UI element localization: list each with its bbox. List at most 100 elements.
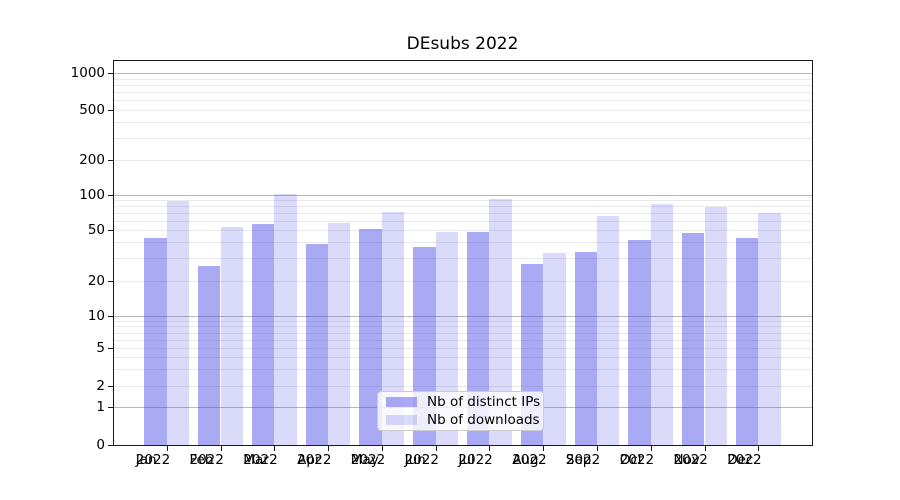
bar-downloads-jul [489, 199, 512, 445]
x-tick-month: Dec [727, 452, 754, 468]
y-tick-mark [108, 348, 113, 349]
bar-downloads-oct [650, 203, 674, 445]
y-tick-label: 1000 [70, 65, 105, 81]
legend: Nb of distinct IPs Nb of downloads [377, 391, 544, 431]
y-gridline-minor [114, 258, 812, 260]
y-tick-mark [108, 230, 113, 231]
bar-downloads-may [381, 212, 405, 445]
x-tick-mark [704, 446, 706, 451]
y-gridline-minor [114, 92, 812, 93]
x-tick-mark [381, 446, 383, 451]
legend-label-distinct-ips: Nb of distinct IPs [427, 393, 541, 410]
chart-title: DEsubs 2022 [406, 34, 519, 54]
x-tick-year: 2022 [673, 452, 708, 468]
y-tick-mark [108, 445, 113, 446]
x-tick-year: 2022 [189, 452, 224, 468]
y-tick-label: 2 [96, 378, 105, 394]
x-tick-year: 2022 [297, 452, 332, 468]
axis-spine-bottom [113, 445, 813, 446]
y-gridline-minor [114, 332, 812, 334]
x-tick-mark [650, 446, 652, 451]
legend-label-downloads: Nb of downloads [427, 411, 540, 428]
y-gridline-minor [114, 339, 812, 341]
x-tick-year: 2022 [404, 452, 439, 468]
y-gridline-minor [114, 100, 812, 102]
x-tick-year: 2022 [619, 452, 655, 468]
y-gridline-minor [114, 122, 812, 124]
bar-distinct-ips-may [359, 229, 382, 445]
y-gridline-minor [114, 230, 812, 231]
y-tick-mark [108, 407, 113, 408]
x-tick-year: 2022 [512, 452, 547, 468]
y-tick-mark [108, 281, 113, 282]
y-gridline-minor [114, 200, 812, 202]
x-tick-year: 2022 [458, 452, 493, 468]
bar-downloads-aug [543, 253, 566, 445]
x-tick-year: 2022 [135, 452, 171, 468]
y-gridline-major [114, 316, 812, 317]
y-gridline-minor [114, 348, 812, 349]
axis-spine-top [113, 60, 813, 61]
x-tick-mark [328, 446, 330, 451]
y-tick-label: 1 [96, 399, 105, 415]
y-tick-label: 200 [79, 152, 105, 168]
y-gridline-minor [114, 386, 812, 387]
x-tick-month: Oct [619, 452, 644, 468]
y-gridline-minor [114, 110, 812, 111]
bar-distinct-ips-feb [198, 266, 221, 445]
bar-downloads-sep [596, 216, 620, 445]
x-tick-month: Apr [297, 452, 321, 468]
x-tick-month: Sep [565, 452, 592, 468]
bar-downloads-mar [274, 194, 297, 445]
y-gridline-minor [114, 357, 812, 359]
legend-item-distinct-ips: Nb of distinct IPs [386, 393, 543, 410]
y-gridline-minor [114, 326, 812, 328]
bar-distinct-ips-oct [628, 239, 651, 445]
x-tick-mark [758, 446, 760, 451]
y-tick-mark [108, 73, 113, 74]
axis-spine-left [113, 60, 114, 445]
y-tick-mark [108, 110, 113, 111]
y-gridline-minor [114, 242, 812, 244]
y-tick-label: 10 [87, 308, 105, 324]
y-tick-label: 5 [96, 340, 105, 356]
bar-distinct-ips-dec [735, 238, 759, 445]
y-gridline-minor [114, 206, 812, 208]
x-tick-month: Feb [189, 452, 214, 468]
x-tick-mark [489, 446, 491, 451]
y-gridline-major [114, 73, 812, 74]
x-tick-mark [543, 446, 545, 451]
y-tick-label: 0 [96, 437, 105, 453]
x-tick-month: Mar [243, 452, 269, 468]
bar-downloads-feb [220, 227, 243, 445]
x-tick-year: 2022 [350, 452, 386, 468]
y-gridline-minor [114, 78, 812, 80]
y-gridline-minor [114, 213, 812, 214]
bar-distinct-ips-jan [144, 238, 167, 445]
legend-swatch-downloads [386, 415, 417, 425]
x-tick-mark [274, 446, 276, 451]
bar-distinct-ips-mar [251, 224, 275, 445]
x-tick-month: May [350, 452, 379, 468]
x-tick-year: 2022 [727, 452, 762, 468]
x-tick-month: Jun [404, 452, 426, 468]
bar-downloads-jan [166, 200, 190, 445]
x-tick-mark [220, 446, 222, 451]
x-tick-month: Nov [673, 452, 700, 468]
x-tick-month: Jan [135, 452, 157, 468]
y-gridline-minor [114, 320, 812, 322]
y-tick-mark [108, 386, 113, 387]
y-gridline-minor [114, 160, 812, 161]
bar-distinct-ips-sep [574, 251, 597, 445]
x-tick-year: 2022 [565, 452, 601, 468]
legend-swatch-distinct-ips [386, 397, 417, 407]
y-gridline-minor [114, 137, 812, 139]
bar-downloads-nov [704, 206, 727, 445]
x-tick-mark [596, 446, 598, 451]
legend-item-downloads: Nb of downloads [386, 411, 543, 428]
y-tick-mark [108, 160, 113, 161]
y-gridline-major [114, 195, 812, 196]
y-gridline-minor [114, 84, 812, 86]
bar-distinct-ips-nov [682, 233, 705, 445]
